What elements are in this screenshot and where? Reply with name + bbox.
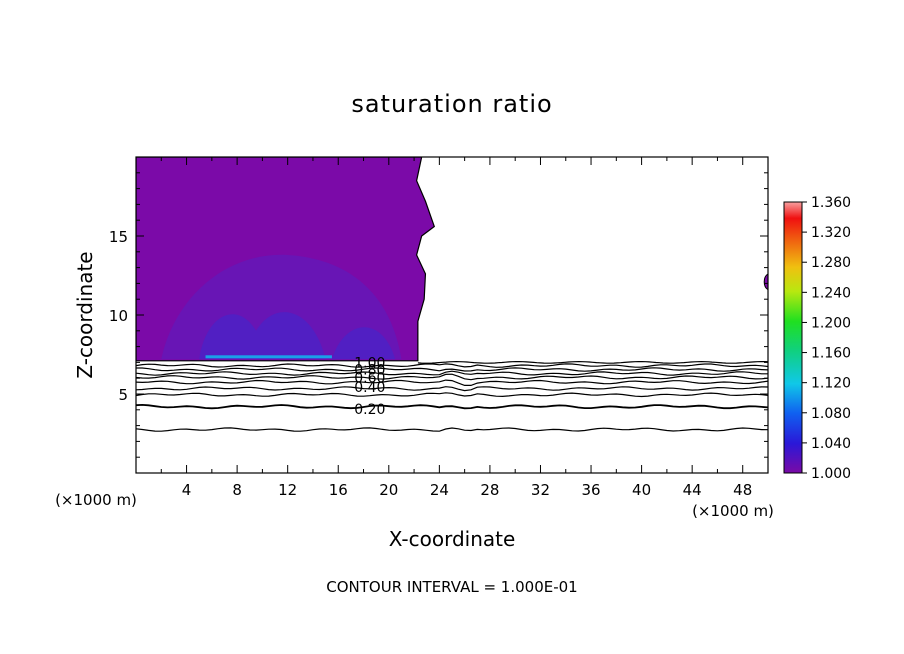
plot-area [136, 157, 768, 432]
x-tick-label: 40 [632, 481, 651, 499]
colorbar-tick-label: 1.000 [811, 466, 851, 482]
contour-line-1.0 [417, 360, 768, 364]
contour-line-0.1 [136, 427, 768, 432]
colorbar-tick-label: 1.160 [811, 346, 851, 362]
colorbar-tick-label: 1.120 [811, 376, 851, 392]
x-unit-left: (×1000 m) [55, 491, 137, 509]
chart-title: saturation ratio [351, 90, 552, 118]
colorbar: 1.360 1.320 1.280 1.240 1.200 1.160 1.120 1.080… [783, 195, 851, 482]
high-saturation-zone [199, 312, 326, 360]
x-tick-label: 4 [182, 481, 192, 499]
y-axis-label: Z-coordinate [73, 251, 97, 378]
contour-label: 1.00 [354, 356, 385, 372]
colorbar-tick-label: 1.040 [811, 436, 851, 452]
x-axis-ticks: 4 8 12 16 20 24 28 32 36 40 44 48 [135, 157, 769, 499]
x-tick-label: 32 [531, 481, 550, 499]
contour-line-0.5 [136, 379, 768, 386]
x-axis-label: X-coordinate [389, 527, 516, 551]
x-tick-label: 28 [480, 481, 499, 499]
supersaturated-region [136, 157, 768, 362]
contour-line-0.9 [136, 363, 768, 368]
x-tick-label: 24 [430, 481, 449, 499]
contour-label: 0.60 [354, 371, 385, 387]
colorbar-tick-label: 1.240 [811, 285, 851, 301]
y-axis-ticks: 5 10 15 [109, 172, 768, 458]
x-tick-label: 44 [683, 481, 702, 499]
peak-saturation-streak [205, 355, 332, 359]
y-tick-label: 5 [118, 386, 128, 404]
contour-label: 0.80 [354, 363, 385, 379]
x-tick-label: 16 [329, 481, 348, 499]
contour-line-0.7 [136, 370, 768, 376]
x-tick-label: 20 [379, 481, 398, 499]
contour-line-0.8 [136, 367, 768, 372]
colorbar-tick-label: 1.080 [811, 406, 851, 422]
contour-interval-note: CONTOUR INTERVAL = 1.000E-01 [326, 578, 577, 596]
contour-label: 0.20 [354, 402, 385, 418]
colorbar-tick-label: 1.360 [811, 195, 851, 211]
contour-lines [136, 360, 768, 432]
x-tick-label: 36 [581, 481, 600, 499]
colorbar-tick-label: 1.320 [811, 225, 851, 241]
contour-line-0.2 [136, 403, 768, 410]
y-tick-label: 15 [109, 228, 128, 246]
x-tick-label: 12 [278, 481, 297, 499]
x-tick-label: 8 [232, 481, 242, 499]
contour-line-0.3 [136, 392, 768, 398]
colorbar-tick-label: 1.200 [811, 315, 851, 331]
contour-labels: 1.000.800.600.40 0.20 [354, 356, 385, 419]
contour-line-0.6 [136, 373, 768, 381]
contour-label: 0.40 [354, 380, 385, 396]
high-saturation-zone-2 [331, 327, 396, 360]
x-tick-label: 48 [733, 481, 752, 499]
colorbar-gradient [783, 201, 803, 474]
x-unit-right: (×1000 m) [692, 502, 774, 520]
contour-line-0.4 [136, 386, 768, 392]
colorbar-ticks: 1.360 1.320 1.280 1.240 1.200 1.160 1.120 1.080… [802, 195, 851, 482]
y-tick-label: 10 [109, 307, 128, 325]
colorbar-tick-label: 1.280 [811, 255, 851, 271]
